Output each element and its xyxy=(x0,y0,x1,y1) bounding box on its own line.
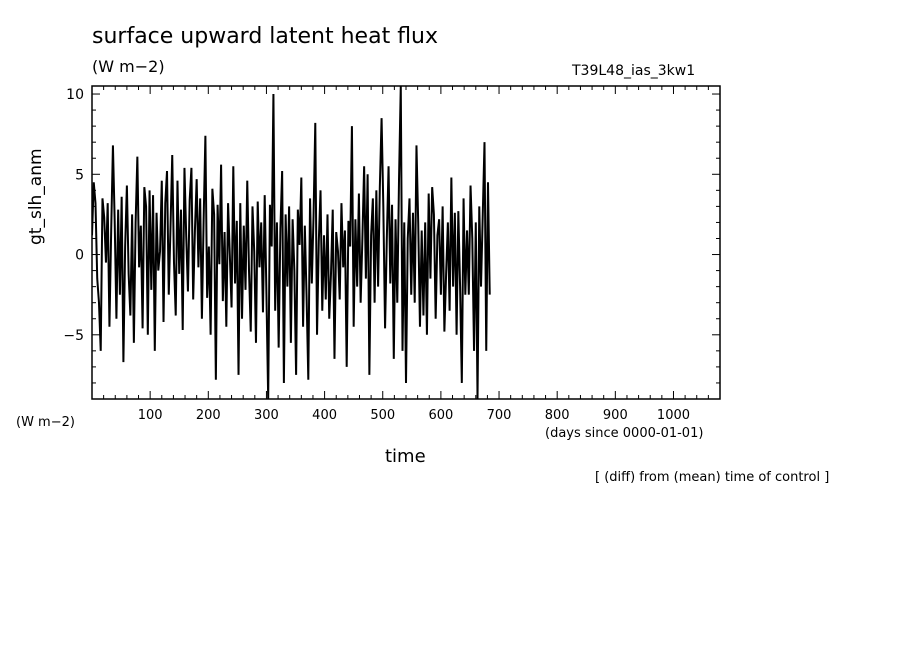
y-tick-label: 0 xyxy=(75,248,84,264)
run-id-label: T39L48_ias_3kw1 xyxy=(572,63,696,79)
x-tick-label: 800 xyxy=(545,408,570,423)
x-tick-label: 300 xyxy=(254,408,279,423)
y-tick-label: −5 xyxy=(63,328,84,344)
chart-title: surface upward latent heat flux xyxy=(92,24,439,49)
y-tick-label: 10 xyxy=(66,87,84,103)
y-tick-label: 5 xyxy=(75,167,84,183)
title-units: (W m−2) xyxy=(92,57,165,76)
footer-note: [ (diff) from (mean) time of control ] xyxy=(595,470,830,485)
x-axis-label: time xyxy=(385,446,426,467)
plot-frame xyxy=(91,85,721,400)
x-tick-label: 500 xyxy=(370,408,395,423)
x-axis-units: (days since 0000-01-01) xyxy=(545,426,704,441)
x-tick-label: 900 xyxy=(603,408,628,423)
x-tick-label: 600 xyxy=(428,408,453,423)
series-line-0 xyxy=(92,86,491,399)
x-tick-label: 1000 xyxy=(657,408,690,423)
y-axis-units: (W m−2) xyxy=(16,415,75,430)
x-tick-label: 100 xyxy=(138,408,163,423)
x-tick-label: 700 xyxy=(487,408,512,423)
x-tick-label: 200 xyxy=(196,408,221,423)
x-tick-label: 400 xyxy=(312,408,337,423)
